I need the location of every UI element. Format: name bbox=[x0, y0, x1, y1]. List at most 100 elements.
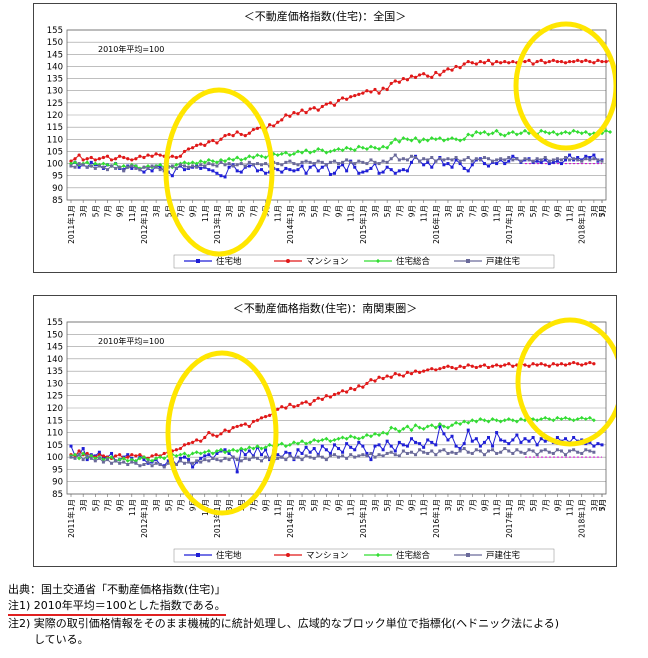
data-point bbox=[288, 168, 292, 172]
data-point bbox=[203, 143, 207, 147]
data-point bbox=[559, 362, 564, 366]
data-point bbox=[442, 69, 446, 73]
data-point bbox=[340, 435, 345, 440]
data-point bbox=[357, 159, 361, 163]
data-point bbox=[279, 151, 284, 156]
data-point bbox=[531, 159, 535, 163]
data-point bbox=[190, 451, 195, 456]
data-point bbox=[247, 458, 251, 462]
data-point bbox=[361, 385, 365, 389]
data-point bbox=[210, 451, 215, 456]
data-point bbox=[539, 58, 543, 62]
data-point bbox=[251, 155, 256, 160]
data-point bbox=[182, 455, 186, 459]
data-point bbox=[101, 155, 106, 160]
data-point bbox=[482, 453, 486, 457]
data-point bbox=[251, 127, 256, 132]
data-point bbox=[97, 157, 101, 161]
data-point bbox=[182, 149, 187, 154]
data-point bbox=[572, 448, 576, 452]
x-tick-label: 9月 bbox=[189, 499, 198, 511]
data-point bbox=[215, 171, 219, 175]
x-tick-label: 3月 bbox=[444, 205, 453, 217]
data-point bbox=[178, 459, 182, 463]
data-point bbox=[470, 418, 475, 423]
x-tick-label: 5月 bbox=[91, 499, 100, 511]
x-tick-label: 7月 bbox=[395, 205, 404, 217]
x-tick-label: 11月 bbox=[347, 205, 356, 222]
data-point bbox=[320, 104, 324, 109]
data-point bbox=[486, 365, 491, 370]
data-point bbox=[373, 431, 377, 436]
legend: 住宅地 マンション 住宅総合 戸建住宅 bbox=[173, 548, 555, 563]
x-tick-label: 9月 bbox=[262, 499, 271, 511]
data-point bbox=[320, 444, 324, 448]
data-point bbox=[126, 453, 130, 457]
data-point bbox=[328, 454, 332, 458]
data-point bbox=[352, 435, 357, 440]
data-point bbox=[202, 450, 207, 455]
data-point bbox=[182, 461, 186, 465]
data-point bbox=[255, 126, 260, 130]
data-point bbox=[251, 163, 255, 167]
data-point bbox=[527, 448, 531, 452]
data-point bbox=[332, 148, 337, 153]
data-point bbox=[199, 142, 203, 146]
data-point bbox=[276, 168, 280, 172]
data-point bbox=[543, 61, 547, 65]
data-point bbox=[320, 397, 324, 401]
data-point bbox=[503, 158, 507, 162]
series-line bbox=[70, 417, 595, 462]
data-point bbox=[385, 439, 389, 443]
x-tick-label: 11月 bbox=[347, 499, 356, 516]
data-point bbox=[478, 364, 482, 368]
data-point bbox=[381, 448, 385, 452]
data-point bbox=[199, 456, 203, 460]
data-point bbox=[231, 157, 236, 162]
data-point bbox=[247, 154, 252, 159]
data-point bbox=[361, 453, 365, 457]
data-point bbox=[450, 158, 454, 162]
data-point bbox=[110, 461, 114, 465]
data-point bbox=[186, 453, 191, 458]
data-point bbox=[511, 451, 515, 455]
data-point bbox=[446, 157, 450, 161]
y-tick-label: 155 bbox=[47, 318, 63, 328]
data-point bbox=[397, 373, 401, 377]
data-point bbox=[482, 418, 487, 423]
data-point bbox=[572, 360, 576, 365]
x-tick-label: 9月 bbox=[407, 205, 416, 217]
data-point bbox=[182, 164, 186, 168]
data-point bbox=[454, 156, 458, 159]
data-point bbox=[211, 169, 215, 173]
data-point bbox=[288, 159, 292, 163]
data-point bbox=[337, 455, 341, 459]
data-point bbox=[515, 433, 519, 437]
x-tick-label: 9月 bbox=[335, 499, 344, 511]
data-point bbox=[474, 437, 478, 441]
data-point bbox=[137, 456, 142, 461]
x-tick-label: 5月 bbox=[383, 205, 392, 217]
data-point bbox=[130, 158, 134, 162]
data-point bbox=[93, 166, 97, 170]
data-point bbox=[187, 458, 191, 462]
data-point bbox=[361, 444, 365, 448]
data-point bbox=[276, 407, 280, 411]
data-point bbox=[247, 131, 251, 135]
data-point bbox=[507, 61, 511, 65]
data-point bbox=[134, 157, 138, 161]
data-point bbox=[478, 59, 482, 64]
data-point bbox=[438, 424, 442, 428]
y-tick-label: 120 bbox=[47, 111, 63, 121]
data-point bbox=[389, 425, 394, 430]
data-point bbox=[535, 363, 539, 367]
data-point bbox=[210, 159, 215, 164]
data-point bbox=[535, 59, 539, 64]
data-point bbox=[430, 440, 434, 444]
data-point bbox=[227, 429, 231, 433]
data-point bbox=[491, 159, 495, 163]
data-point bbox=[231, 134, 235, 138]
data-point bbox=[438, 73, 442, 77]
data-point bbox=[288, 451, 292, 455]
data-point bbox=[490, 364, 495, 368]
